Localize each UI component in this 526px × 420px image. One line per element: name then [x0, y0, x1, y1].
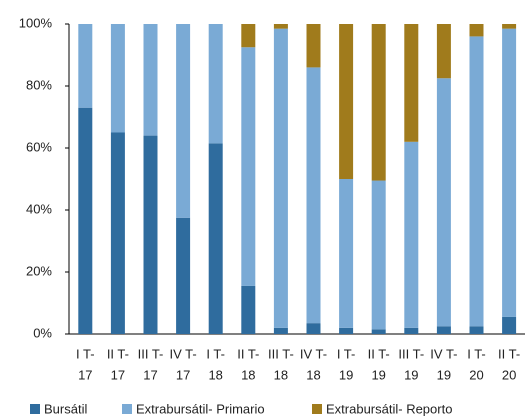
y-tick-label: 60% [26, 139, 52, 154]
x-tick-label: 18 [274, 367, 288, 382]
legend-swatch [312, 404, 322, 414]
y-tick-label: 20% [26, 263, 52, 278]
bar-segment [404, 141, 419, 328]
bar-segment [404, 327, 419, 334]
x-tick-label: IV T- [300, 346, 327, 361]
y-tick-label: 80% [26, 77, 52, 92]
bar-segment [273, 28, 288, 328]
x-tick-label: 17 [78, 367, 92, 382]
x-tick-label: 19 [437, 367, 451, 382]
bar-segment [241, 285, 256, 334]
x-tick-label: IV T- [169, 346, 196, 361]
y-tick-label: 100% [19, 15, 53, 30]
x-tick-label: III T- [138, 346, 164, 361]
x-tick-label: II T- [368, 346, 390, 361]
bar-segment [371, 329, 386, 334]
bar-segment [469, 24, 484, 37]
bar-segment [208, 143, 223, 334]
x-tick-label: 19 [339, 367, 353, 382]
y-tick-label: 40% [26, 201, 52, 216]
bar-segment [502, 24, 517, 29]
x-tick-label: I T- [467, 346, 486, 361]
x-tick-label: II T- [107, 346, 129, 361]
x-tick-label: I T- [337, 346, 356, 361]
x-tick-label: 20 [469, 367, 483, 382]
bar-segment [339, 24, 354, 179]
x-tick-label: IV T- [430, 346, 457, 361]
bar-segment [502, 28, 517, 317]
bar-segment [306, 67, 321, 324]
bar-segment [241, 24, 256, 48]
x-tick-label: 20 [502, 367, 516, 382]
x-tick-label: III T- [398, 346, 424, 361]
x-tick-label: II T- [237, 346, 259, 361]
bar-segment [502, 316, 517, 334]
bar-segment [110, 24, 125, 133]
bar-segment [78, 107, 93, 334]
bar-segment [436, 24, 451, 79]
bar-segment [371, 180, 386, 330]
bar-segment [339, 327, 354, 334]
x-tick-label: 18 [306, 367, 320, 382]
x-tick-label: I T- [76, 346, 95, 361]
x-tick-label: II T- [498, 346, 520, 361]
bar-segment [306, 323, 321, 334]
bar-segment [143, 135, 158, 334]
legend-swatch [30, 404, 40, 414]
x-tick-label: 18 [208, 367, 222, 382]
legend-swatch [122, 404, 132, 414]
bar-segment [176, 24, 191, 218]
legend-label: Extrabursátil- Primario [136, 401, 265, 416]
x-tick-label: 17 [176, 367, 190, 382]
bar-segment [273, 24, 288, 29]
bar-segment [436, 78, 451, 327]
legend-label: Bursátil [44, 401, 87, 416]
bar-segment [143, 24, 158, 136]
x-tick-label: 17 [111, 367, 125, 382]
x-tick-label: III T- [268, 346, 294, 361]
bar-segment [371, 24, 386, 181]
bar-segment [404, 24, 419, 142]
bar-segment [176, 217, 191, 334]
legend-label: Extrabursátil- Reporto [326, 401, 452, 416]
bar-segment [208, 24, 223, 144]
bar-segment [241, 47, 256, 286]
y-tick-label: 0% [33, 325, 52, 340]
bar-segment [306, 24, 321, 68]
bar-segment [436, 326, 451, 334]
x-tick-label: 18 [241, 367, 255, 382]
bar-segment [469, 326, 484, 334]
x-tick-label: 17 [143, 367, 157, 382]
x-tick-label: I T- [206, 346, 225, 361]
bar-segment [273, 327, 288, 334]
x-tick-label: 19 [404, 367, 418, 382]
bar-segment [78, 24, 93, 108]
bar-segment [110, 132, 125, 334]
bar-segment [469, 36, 484, 327]
bar-segment [339, 179, 354, 328]
x-tick-label: 19 [371, 367, 385, 382]
